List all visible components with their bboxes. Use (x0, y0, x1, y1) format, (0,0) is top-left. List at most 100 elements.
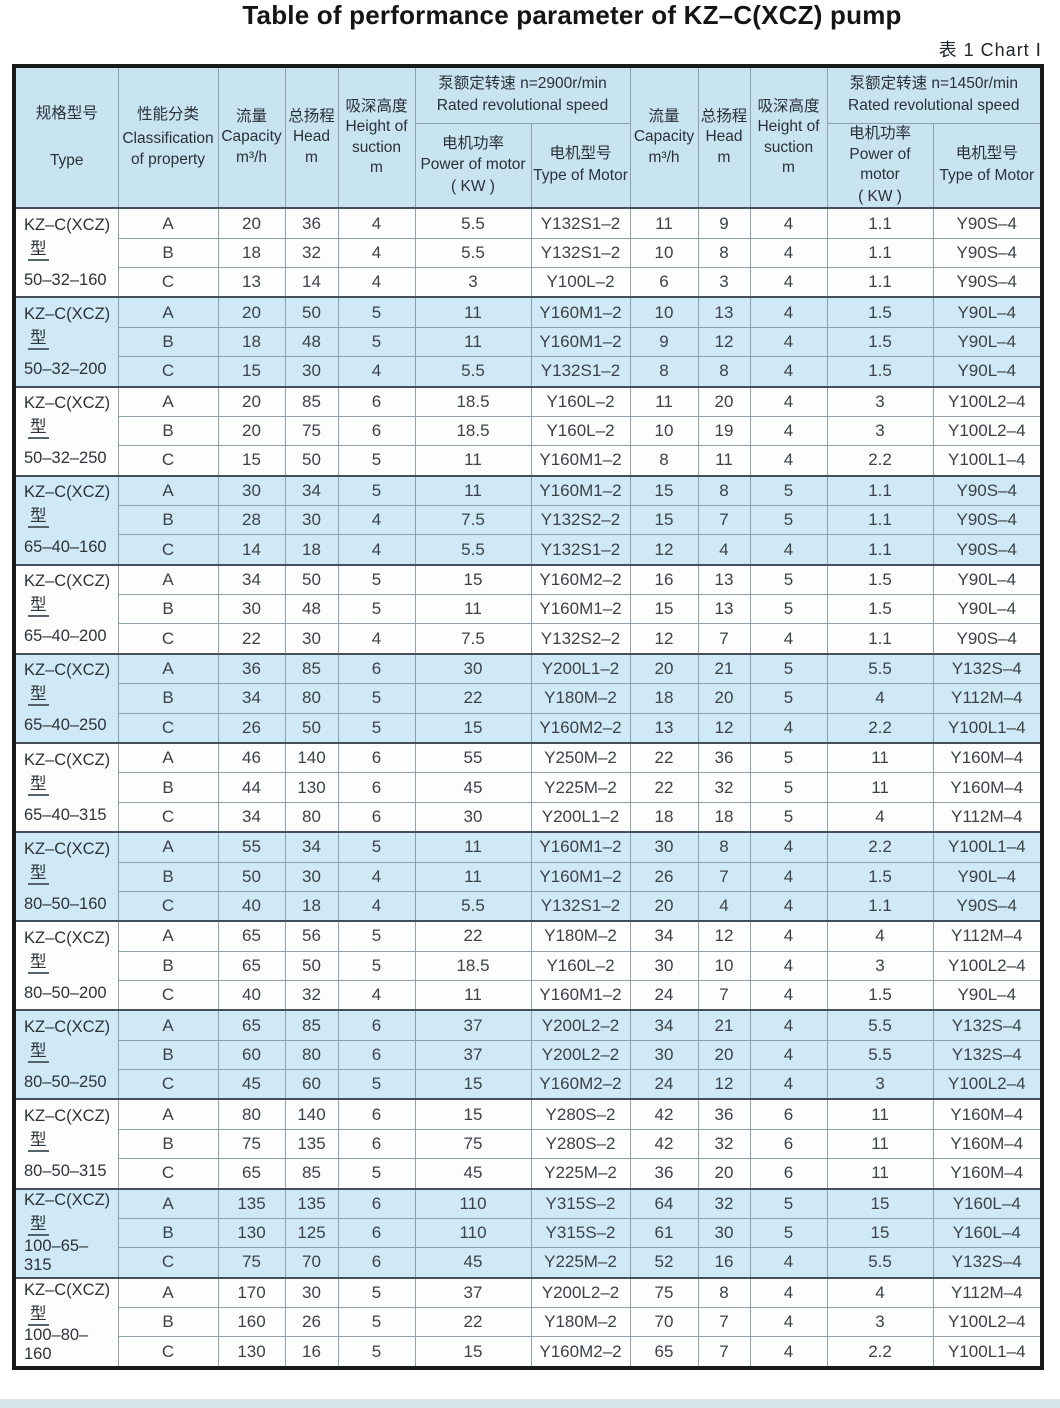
pump-type-prefix: KZ–C(XCZ) (24, 1280, 111, 1299)
head-2900-cell: 135 (284, 1128, 339, 1160)
head-1450-cell: 13 (697, 594, 751, 625)
suction-1450-cell: 4 (749, 920, 828, 952)
suction-1450-cell: 4 (749, 266, 828, 298)
motor-type-1450-cell: Y160M–4 (932, 1098, 1043, 1130)
capacity-1450-cell: 26 (629, 861, 699, 892)
table-row: C 65 85 5 45 Y225M–2 36 20 6 11 Y160M–4 (14, 1158, 1043, 1190)
classification-cell: C (117, 1247, 219, 1279)
head-1450-cell: 4 (697, 534, 751, 566)
col-header-motor-type-1450: 电机型号 Type of Motor (932, 122, 1043, 210)
capacity-2900-cell: 13 (217, 266, 286, 298)
head-2900-cell: 36 (284, 207, 339, 239)
suction-2900-cell: 5 (337, 950, 416, 981)
suction-2900-cell: 5 (337, 1068, 416, 1100)
motor-type-2900-cell: Y132S1–2 (530, 356, 631, 388)
head-1450-cell: 7 (697, 979, 751, 1011)
pump-type-cell: KZ–C(XCZ) 型 50–32–250 (13, 385, 119, 477)
pump-type-name: KZ–C(XCZ) 型 (24, 751, 116, 796)
capacity-1450-cell: 16 (629, 563, 699, 596)
motor-power-1450-cell: 15 (826, 1187, 934, 1219)
motor-type-2900-cell: Y200L2–2 (530, 1039, 631, 1070)
table-row: C 34 80 6 30 Y200L1–2 18 18 5 4 Y112M–4 (14, 801, 1043, 833)
capacity-1450-cell: 24 (629, 1068, 699, 1100)
motor-power-1450-cell: 3 (826, 415, 934, 447)
table-row: C 26 50 5 15 Y160M2–2 13 12 4 2.2 Y100L1–4 (14, 712, 1043, 744)
pump-type-cell: KZ–C(XCZ) 型 65–40–160 (13, 474, 119, 566)
capacity-1450-cell: 30 (629, 1039, 699, 1070)
head-2900-cell: 50 (284, 712, 339, 744)
pump-type-suffix: 型 (28, 774, 49, 796)
motor-type-2900-cell: Y180M–2 (530, 1306, 631, 1338)
motor-type-1450-cell: Y132S–4 (932, 652, 1043, 685)
table-row: B 44 130 6 45 Y225M–2 22 32 5 11 Y160M–4 (14, 772, 1043, 803)
head-2900-cell: 140 (284, 741, 339, 774)
suction-2900-cell: 6 (337, 741, 416, 774)
pump-model: 65–40–250 (24, 716, 107, 735)
capacity-2900-cell: 80 (217, 1098, 286, 1130)
motor-type-1450-cell: Y90S–4 (932, 623, 1043, 655)
suction-1450-cell: 4 (749, 1336, 828, 1369)
suction-2900-cell: 6 (337, 1217, 416, 1249)
col-header-suction-1450: 吸深高度 Height of suction m (749, 65, 828, 209)
motor-type-2900-cell: Y200L1–2 (530, 801, 631, 833)
capacity-2900-cell: 65 (217, 920, 286, 952)
suction-2900-cell: 4 (337, 356, 416, 388)
suction-1450-cell: 4 (749, 1039, 828, 1070)
motor-power-1450-cell: 1.5 (826, 563, 934, 596)
motor-type-2900-cell: Y280S–2 (530, 1098, 631, 1130)
pump-type-cell: KZ–C(XCZ) 型 100–80–160 (13, 1276, 119, 1369)
classification-cell: A (117, 563, 219, 596)
suction-2900-cell: 5 (337, 296, 416, 328)
pump-type-prefix: KZ–C(XCZ) (24, 1017, 111, 1036)
motor-type-1450-cell: Y90S–4 (932, 237, 1043, 268)
page-title: Table of performance parameter of KZ–C(X… (242, 0, 902, 30)
suction-1450-cell: 4 (749, 890, 828, 922)
head-1450-cell: 36 (697, 741, 751, 774)
motor-type-2900-cell: Y132S1–2 (530, 207, 631, 239)
head-1450-cell: 20 (697, 1039, 751, 1070)
motor-type-2900-cell: Y132S1–2 (530, 534, 631, 566)
capacity-1450-cell: 10 (629, 415, 699, 447)
pump-type-cell: KZ–C(XCZ) 型 80–50–160 (13, 831, 119, 922)
suction-1450-cell: 4 (749, 1068, 828, 1100)
classification-cell: B (117, 415, 219, 447)
head-en: Head (292, 128, 331, 146)
motor-type-1450-cell: Y100L2–4 (932, 1306, 1043, 1338)
head-2900-cell: 85 (284, 652, 339, 685)
head-2900-cell: 56 (284, 920, 339, 952)
head-unit: m (305, 148, 318, 166)
power-en: Power of motor (849, 145, 911, 184)
motor-power-2900-cell: 45 (414, 772, 532, 803)
head-1450-cell: 7 (697, 623, 751, 655)
capacity-2900-cell: 75 (217, 1128, 286, 1160)
motor-power-2900-cell: 3 (414, 266, 532, 298)
table-row: KZ–C(XCZ)型 65–40–160 A 30 34 5 11 Y160M1–2 15 8 5 1… (13, 474, 1043, 566)
suction-2900-cell: 6 (337, 385, 416, 417)
motor-type-1450-cell: Y90S–4 (932, 890, 1043, 922)
head-2900-cell: 135 (284, 1187, 339, 1219)
head-2900-cell: 75 (284, 415, 339, 447)
col-header-type: 规格型号 Type (13, 65, 119, 209)
capacity-2900-cell: 36 (217, 652, 286, 685)
suction-zh: 吸深高度 (345, 97, 408, 115)
motor-power-2900-cell: 37 (414, 1039, 532, 1070)
capacity-1450-cell: 75 (629, 1276, 699, 1308)
capacity-2900-cell: 34 (217, 801, 286, 833)
capacity-2900-cell: 55 (217, 831, 286, 863)
power-unit: ( KW ) (451, 177, 495, 195)
suction-1450-cell: 6 (749, 1158, 828, 1190)
motor-type-2900-cell: Y132S2–2 (530, 623, 631, 655)
pump-type-cell: KZ–C(XCZ) 型 80–50–315 (13, 1098, 119, 1190)
capacity-2900-cell: 20 (217, 207, 286, 239)
motor-type-2900-cell: Y225M–2 (530, 1158, 631, 1190)
motor-power-2900-cell: 11 (414, 861, 532, 892)
motor-type-1450-cell: Y160M–4 (932, 772, 1043, 803)
head-2900-cell: 34 (284, 474, 339, 507)
motor-power-1450-cell: 2.2 (826, 445, 934, 477)
capacity-1450-cell: 12 (629, 534, 699, 566)
suction-2900-cell: 4 (337, 890, 416, 922)
suction-1450-cell: 4 (749, 1009, 828, 1041)
head-1450-cell: 4 (697, 890, 751, 922)
motor-power-2900-cell: 11 (414, 831, 532, 863)
classification-cell: B (117, 772, 219, 803)
